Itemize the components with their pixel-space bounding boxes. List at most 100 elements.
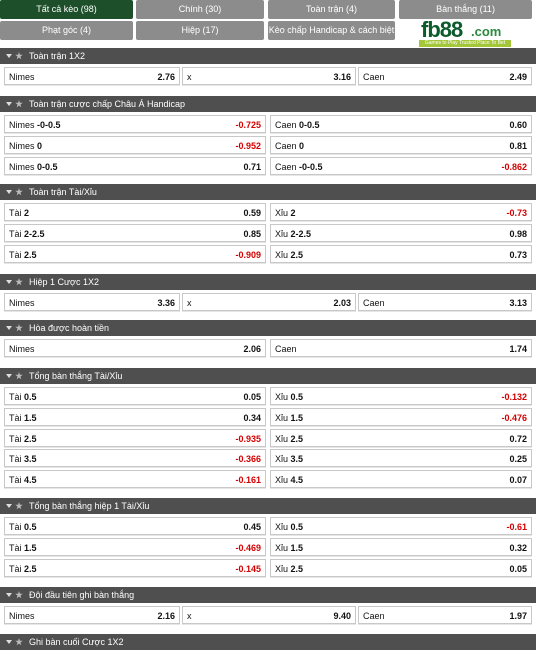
section-title: Toàn trận Tài/Xỉu bbox=[29, 187, 97, 197]
selection-name: Xỉu bbox=[275, 412, 289, 423]
selection-name: x bbox=[187, 72, 192, 82]
section-header[interactable]: Hiệp 1 Cược 1X2 bbox=[0, 274, 536, 290]
odds-cell[interactable]: Tài 2.5 -0.935 bbox=[4, 428, 266, 447]
odds-cell[interactable]: Tài 4.5 -0.161 bbox=[4, 470, 266, 488]
odds-cell[interactable]: Caen 0-0.5 0.60 bbox=[270, 115, 532, 133]
odds-cell[interactable]: Caen -0-0.5 -0.862 bbox=[270, 156, 532, 175]
tab[interactable]: Kèo chấp Handicap & cách biệt (3) bbox=[268, 21, 395, 54]
odds-cell[interactable]: Xỉu 0.5 -0.61 bbox=[270, 517, 532, 535]
odds-value: -0.161 bbox=[235, 475, 261, 485]
tab[interactable]: Hiệp (17) bbox=[136, 21, 264, 40]
selection-name: Nimes bbox=[9, 72, 35, 82]
selection: Xỉu 2-2.5 bbox=[275, 225, 311, 243]
favorite-icon[interactable] bbox=[15, 100, 23, 108]
odds-cell[interactable]: x 9.40 bbox=[182, 606, 356, 624]
odds-cell[interactable]: Nimes -0-0.5 -0.725 bbox=[4, 115, 266, 133]
odds-value: -0.952 bbox=[235, 140, 261, 151]
odds-cell[interactable]: Caen 3.13 bbox=[358, 293, 532, 311]
selection: Caen 0 bbox=[275, 137, 304, 155]
selection: Tài 2.5 bbox=[9, 246, 37, 264]
selection: Tài 4.5 bbox=[9, 471, 37, 489]
favorite-icon[interactable] bbox=[15, 372, 23, 380]
tab[interactable]: Bàn thắng (11) bbox=[399, 0, 532, 19]
selection-name: Xỉu bbox=[275, 522, 289, 532]
selection-name: Tài bbox=[9, 249, 22, 260]
section-header[interactable]: Hòa được hoàn tiền bbox=[0, 320, 536, 336]
odds-cell[interactable]: Xỉu 1.5 -0.476 bbox=[270, 407, 532, 426]
favorite-icon[interactable] bbox=[15, 188, 23, 196]
odds-cell[interactable]: Tài 1.5 -0.469 bbox=[4, 537, 266, 556]
odds-value: -0.366 bbox=[235, 454, 261, 465]
collapse-icon bbox=[6, 593, 12, 597]
section-header[interactable]: Đội đầu tiên ghi bàn thắng bbox=[0, 587, 536, 603]
favorite-icon[interactable] bbox=[15, 278, 23, 286]
selection-name: Tài bbox=[9, 412, 22, 423]
section-header[interactable]: Tổng bàn thắng Tài/Xỉu bbox=[0, 368, 536, 384]
odds-cell[interactable]: Xỉu 2-2.5 0.98 bbox=[270, 223, 532, 243]
odds-cell[interactable]: Xỉu 2 -0.73 bbox=[270, 203, 532, 221]
odds-cell[interactable]: Xỉu 2.5 0.73 bbox=[270, 244, 532, 263]
selection: Xỉu 2.5 bbox=[275, 560, 303, 578]
odds-cell[interactable]: Xỉu 1.5 0.32 bbox=[270, 537, 532, 556]
odds-cell[interactable]: Caen 1.97 bbox=[358, 606, 532, 624]
odds-cell[interactable]: x 3.16 bbox=[182, 67, 356, 85]
odds-cell[interactable]: Xỉu 2.5 0.05 bbox=[270, 558, 532, 578]
selection: Xỉu 0.5 bbox=[275, 388, 303, 406]
odds-cell[interactable]: Xỉu 0.5 -0.132 bbox=[270, 387, 532, 405]
odds-cell[interactable]: Tài 0.5 0.05 bbox=[4, 387, 266, 405]
odds-cell[interactable]: Xỉu 2.5 0.72 bbox=[270, 428, 532, 447]
odds-cell[interactable]: Tài 2 0.59 bbox=[4, 203, 266, 221]
logo[interactable]: fb88 .com Games to Play Trusted Place To… bbox=[399, 17, 532, 47]
selection-name: Xỉu bbox=[275, 454, 289, 465]
odds-cell[interactable]: Tài 0.5 0.45 bbox=[4, 517, 266, 535]
section-header[interactable]: Tổng bàn thắng hiệp 1 Tài/Xỉu bbox=[0, 498, 536, 514]
tab[interactable]: Tất cả kèo (98) bbox=[0, 0, 133, 19]
section-header[interactable]: Ghi bàn cuối Cược 1X2 bbox=[0, 634, 536, 650]
odds-cell[interactable]: Nimes 3.36 bbox=[4, 293, 180, 311]
odds-cell[interactable]: Caen 1.74 bbox=[270, 339, 532, 357]
selection-name: Tài bbox=[9, 228, 22, 239]
logo-brand: fb88 bbox=[421, 17, 463, 42]
odds-cell[interactable]: Nimes 2.16 bbox=[4, 606, 180, 624]
selection: Tài 2.5 bbox=[9, 560, 37, 578]
section-header[interactable]: Toàn trận Tài/Xỉu bbox=[0, 184, 536, 200]
odds-value: 3.13 bbox=[509, 298, 527, 308]
odds-cell[interactable]: Tài 3.5 -0.366 bbox=[4, 449, 266, 468]
odds-cell[interactable]: Xỉu 4.5 0.07 bbox=[270, 470, 532, 488]
odds-cell[interactable]: Nimes 0-0.5 0.71 bbox=[4, 156, 266, 176]
odds-cell[interactable]: Tài 2-2.5 0.85 bbox=[4, 223, 266, 242]
section-header[interactable]: Toàn trận cược chấp Châu Á Handicap bbox=[0, 96, 536, 112]
favorite-icon[interactable] bbox=[15, 324, 23, 332]
favorite-icon[interactable] bbox=[15, 502, 23, 510]
section-header[interactable]: Toàn trận 1X2 bbox=[0, 48, 536, 64]
odds-cell[interactable]: x 2.03 bbox=[182, 293, 356, 311]
odds-value: 0.34 bbox=[243, 412, 261, 423]
selection: Caen bbox=[363, 607, 385, 625]
odds-cell[interactable]: Caen 2.49 bbox=[358, 67, 532, 85]
odds-cell[interactable]: Nimes 2.76 bbox=[4, 67, 180, 85]
odds-cell[interactable]: Tài 1.5 0.34 bbox=[4, 407, 266, 426]
handicap-line: 4.5 bbox=[290, 475, 304, 485]
selection: Nimes 0-0.5 bbox=[9, 158, 58, 176]
selection: Tài 2 bbox=[9, 204, 29, 222]
odds-cell[interactable]: Caen 0 0.81 bbox=[270, 135, 532, 155]
odds-cell[interactable]: Xỉu 3.5 0.25 bbox=[270, 449, 532, 468]
favorite-icon[interactable] bbox=[15, 52, 23, 60]
odds-value: -0.476 bbox=[501, 412, 527, 423]
favorite-icon[interactable] bbox=[15, 591, 23, 599]
selection-name: Xỉu bbox=[275, 228, 289, 239]
odds-cell[interactable]: Nimes 2.06 bbox=[4, 339, 266, 357]
odds-cell[interactable]: Nimes 0 -0.952 bbox=[4, 135, 266, 154]
tab[interactable]: Phạt góc (4) bbox=[0, 21, 133, 40]
odds-value: -0.145 bbox=[235, 563, 261, 574]
selection: Nimes bbox=[9, 68, 35, 86]
tab[interactable]: Toàn trận (4) bbox=[268, 0, 395, 19]
favorite-icon[interactable] bbox=[15, 638, 23, 646]
selection-name: Xỉu bbox=[275, 475, 289, 485]
section-title: Tổng bàn thắng Tài/Xỉu bbox=[29, 371, 123, 381]
selection: Xỉu 4.5 bbox=[275, 471, 303, 489]
tab[interactable]: Chính (30) bbox=[136, 0, 264, 19]
odds-cell[interactable]: Tài 2.5 -0.145 bbox=[4, 558, 266, 578]
odds-cell[interactable]: Tài 2.5 -0.909 bbox=[4, 244, 266, 264]
